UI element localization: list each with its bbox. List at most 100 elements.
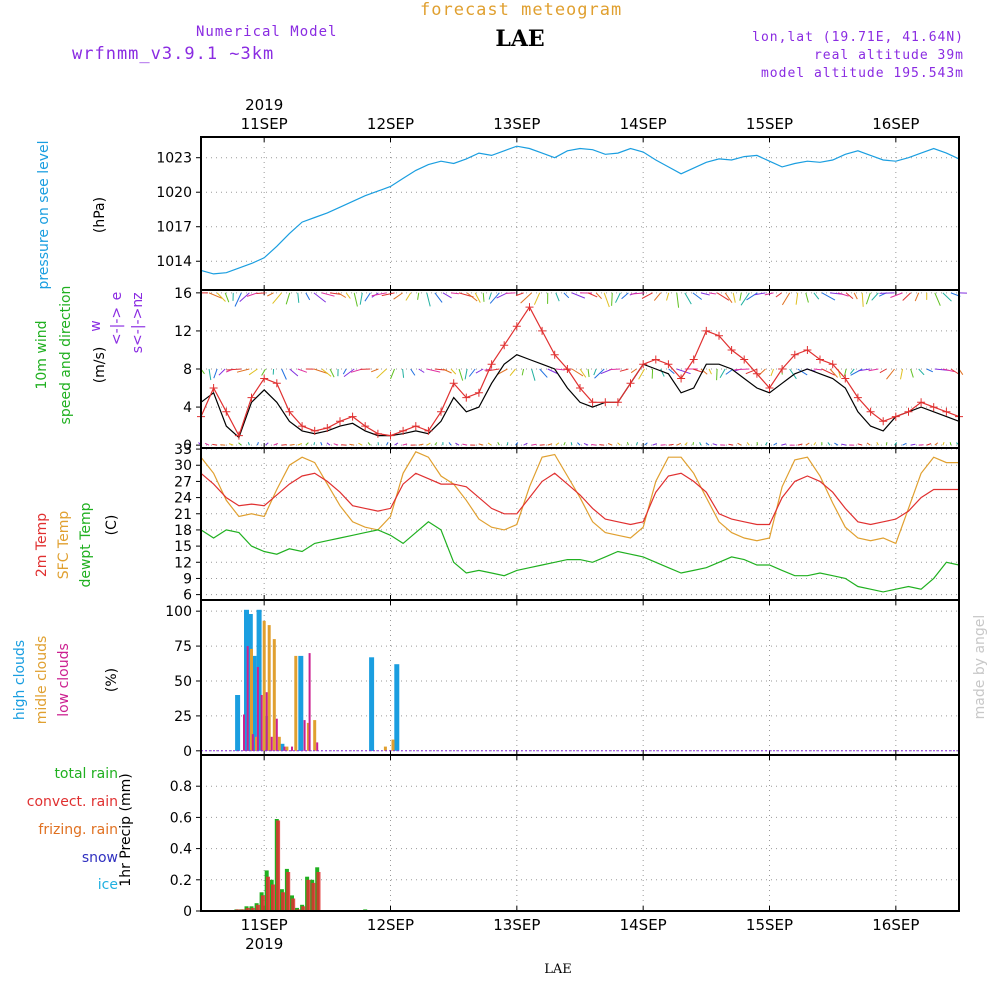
- dewpt-temp-line: [200, 521, 960, 593]
- lonlat-label: lon,lat (19.71E, 41.64N): [752, 30, 964, 45]
- y-tick-label: 0: [183, 904, 192, 920]
- wind-barb: [547, 368, 558, 374]
- wind-barb: [371, 368, 379, 373]
- wind-barb: [868, 368, 879, 372]
- wind-barb: [728, 443, 734, 446]
- gust-marker: [702, 326, 711, 335]
- gust-marker: [715, 331, 723, 340]
- y-tick-label: 21: [174, 507, 192, 523]
- y-tick-label: 6: [183, 588, 192, 604]
- temp-unit-label: (C): [104, 515, 120, 536]
- gust-marker: [601, 398, 610, 407]
- wind-barb: [599, 444, 605, 446]
- wind-barb: [886, 368, 895, 380]
- wind-barb: [712, 443, 718, 446]
- wind-barb: [418, 368, 425, 373]
- wind-barb: [739, 292, 742, 301]
- wind-barb: [934, 292, 941, 306]
- wind-barb: [950, 368, 959, 375]
- wind-barb: [358, 442, 363, 446]
- dewpt-axis-label: dewpt Temp: [78, 502, 94, 587]
- y-tick-label: 1014: [156, 254, 192, 270]
- wind-barb: [563, 292, 570, 299]
- wind-barb: [890, 292, 903, 298]
- footer-station: LAE: [544, 962, 572, 977]
- gust-marker: [512, 322, 521, 331]
- gust-marker: [891, 412, 900, 421]
- cloud-bar: [369, 657, 375, 751]
- top-date-label: 14SEP: [620, 115, 667, 133]
- wind-barb: [484, 368, 492, 371]
- precip-bar: [260, 895, 265, 911]
- wind-barb: [321, 292, 335, 297]
- wind-barb: [442, 368, 452, 374]
- wind-axis-label-2: speed and direction: [58, 286, 74, 425]
- wind-barb: [949, 442, 952, 446]
- wind-speed-line: [200, 354, 960, 439]
- wind-barb: [770, 368, 774, 377]
- wind-barb: [666, 292, 670, 301]
- wind-barb: [488, 292, 492, 300]
- cloud-bar: [256, 609, 262, 751]
- wind-barb: [213, 368, 218, 379]
- precip-bar: [311, 882, 316, 911]
- wind-barb: [583, 442, 589, 446]
- cloud-bar: [285, 746, 289, 751]
- wind-barb: [926, 368, 934, 373]
- wind-barb: [850, 368, 863, 376]
- wind-barb: [746, 292, 758, 301]
- wind-barb: [758, 368, 766, 377]
- cloud-bar: [235, 695, 241, 751]
- wind-barb: [834, 442, 839, 446]
- bottom-year-label: 2019: [245, 935, 283, 953]
- wind-barb: [466, 292, 478, 302]
- wind-barb: [829, 368, 838, 378]
- wind-barb: [719, 368, 726, 378]
- wind-barb: [289, 368, 299, 377]
- wind-barb: [861, 292, 864, 307]
- wind-barb: [320, 442, 323, 446]
- wind-barb: [212, 443, 218, 446]
- sfc-temp-axis-label: SFC Temp: [56, 511, 72, 580]
- wind-barb: [555, 368, 565, 371]
- y-tick-label: 27: [174, 474, 192, 490]
- y-tick-label: 4: [183, 400, 192, 416]
- cloud-bar: [246, 646, 249, 751]
- wind-barb: [313, 368, 328, 374]
- wind-barb: [224, 292, 230, 303]
- gust-marker: [424, 426, 433, 435]
- wind-barb: [740, 292, 750, 306]
- compass-arrows-sn: s<-|->n: [130, 299, 146, 353]
- wind-barb: [475, 368, 484, 374]
- wind-barb: [458, 368, 464, 381]
- wind-barb: [700, 368, 708, 375]
- cloud-bar: [270, 736, 273, 751]
- gust-marker: [373, 429, 382, 438]
- y-tick-label: 0.8: [170, 779, 192, 795]
- gust-marker: [626, 379, 635, 388]
- precip-legend-label: frizing. rain: [38, 822, 118, 838]
- precip-bar: [255, 904, 260, 911]
- wind-barb: [265, 442, 269, 446]
- wind-barb: [349, 443, 355, 446]
- cloud-bar: [383, 746, 387, 751]
- wind-barb: [708, 368, 712, 375]
- wind-barb: [926, 443, 932, 446]
- grid-clouds: 0 25 50 75 100: [165, 600, 959, 760]
- precip-bar: [291, 898, 296, 911]
- wind-barb: [450, 368, 457, 375]
- wind-barb: [894, 442, 898, 446]
- precip-bar: [281, 892, 286, 911]
- wind-barb: [641, 292, 653, 299]
- gust-marker: [803, 346, 812, 354]
- wind-barb-row: [198, 441, 960, 446]
- wind-barb: [455, 442, 460, 446]
- pressure-line: [200, 145, 960, 275]
- wind-barb: [630, 292, 645, 295]
- precip-bars-1: [235, 820, 321, 911]
- top-date-label: 16SEP: [872, 115, 919, 133]
- chart-title: forecast meteogram: [420, 0, 623, 20]
- wind-barb: [724, 292, 733, 303]
- wind-barb: [865, 292, 871, 305]
- wind-barb: [866, 442, 871, 446]
